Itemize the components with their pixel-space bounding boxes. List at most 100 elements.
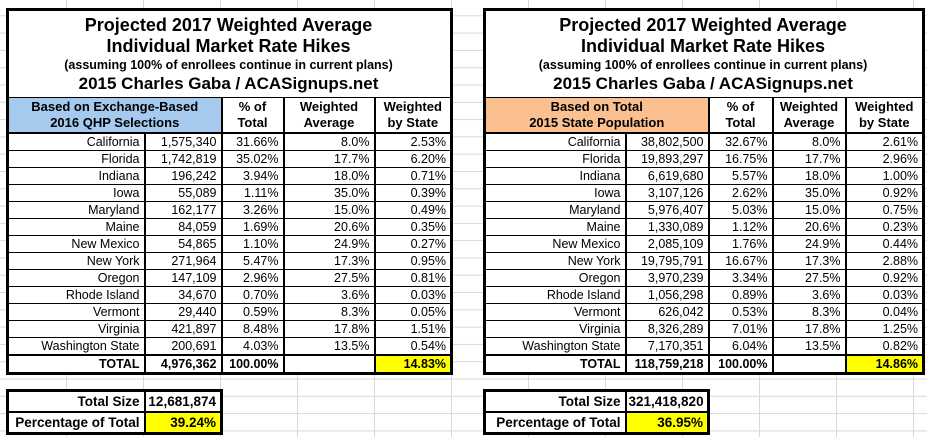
row-state-cell[interactable]: New York	[483, 252, 627, 270]
percentage-label-cell[interactable]: Percentage of Total	[6, 411, 146, 435]
row-wavg-cell[interactable]: 17.7%	[282, 150, 376, 168]
row-state-cell[interactable]: Rhode Island	[483, 286, 627, 304]
row-wavg-cell[interactable]: 18.0%	[771, 167, 847, 185]
row-wavg-cell[interactable]: 17.8%	[771, 320, 847, 338]
row-state-cell[interactable]: California	[6, 132, 146, 151]
row-wavg-cell[interactable]: 15.0%	[771, 201, 847, 219]
pct-of-total-header[interactable]: % of Total	[707, 97, 774, 134]
row-pct-cell[interactable]: 5.57%	[707, 167, 774, 185]
row-wstate-cell[interactable]: 2.61%	[844, 132, 925, 151]
row-wstate-cell[interactable]: 0.71%	[373, 167, 453, 185]
total-size-value-cell[interactable]: 12,681,874	[143, 389, 223, 413]
row-state-cell[interactable]: Iowa	[6, 184, 146, 202]
row-state-cell[interactable]: Virginia	[483, 320, 627, 338]
basis-header-cell[interactable]: Based on Total 2015 State Population	[483, 97, 710, 134]
row-pct-cell[interactable]: 1.11%	[220, 184, 285, 202]
row-wstate-cell[interactable]: 0.95%	[373, 252, 453, 270]
total-wstate-cell[interactable]: 14.83%	[373, 354, 453, 374]
row-wstate-cell[interactable]: 0.04%	[844, 303, 925, 321]
row-size-cell[interactable]: 2,085,109	[624, 235, 710, 253]
row-wavg-cell[interactable]: 8.3%	[771, 303, 847, 321]
row-wavg-cell[interactable]: 13.5%	[771, 337, 847, 356]
total-size-value-cell[interactable]: 321,418,820	[624, 389, 710, 413]
row-wavg-cell[interactable]: 35.0%	[771, 184, 847, 202]
weighted-by-state-header[interactable]: Weighted by State	[844, 97, 925, 134]
row-state-cell[interactable]: Rhode Island	[6, 286, 146, 304]
row-size-cell[interactable]: 3,107,126	[624, 184, 710, 202]
row-state-cell[interactable]: Virginia	[6, 320, 146, 338]
row-wstate-cell[interactable]: 0.92%	[844, 269, 925, 287]
row-state-cell[interactable]: Vermont	[6, 303, 146, 321]
row-wstate-cell[interactable]: 0.92%	[844, 184, 925, 202]
row-wavg-cell[interactable]: 13.5%	[282, 337, 376, 356]
row-pct-cell[interactable]: 3.94%	[220, 167, 285, 185]
row-wavg-cell[interactable]: 8.0%	[771, 132, 847, 151]
total-wavg-cell[interactable]	[282, 354, 376, 374]
row-pct-cell[interactable]: 7.01%	[707, 320, 774, 338]
row-wavg-cell[interactable]: 17.3%	[771, 252, 847, 270]
row-wstate-cell[interactable]: 2.88%	[844, 252, 925, 270]
row-state-cell[interactable]: Florida	[483, 150, 627, 168]
row-wavg-cell[interactable]: 17.3%	[282, 252, 376, 270]
row-wstate-cell[interactable]: 0.05%	[373, 303, 453, 321]
weighted-average-header[interactable]: Weighted Average	[282, 97, 376, 134]
row-wavg-cell[interactable]: 18.0%	[282, 167, 376, 185]
row-state-cell[interactable]: Washington State	[483, 337, 627, 356]
total-label-cell[interactable]: TOTAL	[483, 354, 627, 374]
row-pct-cell[interactable]: 1.69%	[220, 218, 285, 236]
total-wstate-cell[interactable]: 14.86%	[844, 354, 925, 374]
total-size-cell[interactable]: 118,759,218	[624, 354, 710, 374]
row-state-cell[interactable]: New Mexico	[483, 235, 627, 253]
row-state-cell[interactable]: Iowa	[483, 184, 627, 202]
row-size-cell[interactable]: 1,056,298	[624, 286, 710, 304]
row-pct-cell[interactable]: 32.67%	[707, 132, 774, 151]
row-size-cell[interactable]: 29,440	[143, 303, 223, 321]
table-title-cell[interactable]: Projected 2017 Weighted Average Individu…	[483, 9, 925, 98]
row-size-cell[interactable]: 84,059	[143, 218, 223, 236]
row-wavg-cell[interactable]: 27.5%	[771, 269, 847, 287]
row-size-cell[interactable]: 54,865	[143, 235, 223, 253]
row-pct-cell[interactable]: 1.12%	[707, 218, 774, 236]
row-size-cell[interactable]: 1,575,340	[143, 132, 223, 151]
row-size-cell[interactable]: 196,242	[143, 167, 223, 185]
row-state-cell[interactable]: Maryland	[6, 201, 146, 219]
total-size-label-cell[interactable]: Total Size	[483, 389, 627, 413]
total-size-label-cell[interactable]: Total Size	[6, 389, 146, 413]
row-size-cell[interactable]: 3,970,239	[624, 269, 710, 287]
row-wavg-cell[interactable]: 17.7%	[771, 150, 847, 168]
row-state-cell[interactable]: New York	[6, 252, 146, 270]
row-pct-cell[interactable]: 2.62%	[707, 184, 774, 202]
row-pct-cell[interactable]: 0.89%	[707, 286, 774, 304]
percentage-label-cell[interactable]: Percentage of Total	[483, 411, 627, 435]
row-pct-cell[interactable]: 5.47%	[220, 252, 285, 270]
row-wstate-cell[interactable]: 0.82%	[844, 337, 925, 356]
row-wavg-cell[interactable]: 24.9%	[771, 235, 847, 253]
row-state-cell[interactable]: Indiana	[483, 167, 627, 185]
row-wstate-cell[interactable]: 6.20%	[373, 150, 453, 168]
row-state-cell[interactable]: Oregon	[483, 269, 627, 287]
row-size-cell[interactable]: 5,976,407	[624, 201, 710, 219]
row-state-cell[interactable]: Washington State	[6, 337, 146, 356]
basis-header-cell[interactable]: Based on Exchange-Based 2016 QHP Selecti…	[6, 97, 223, 134]
percentage-value-cell[interactable]: 39.24%	[143, 411, 223, 435]
row-state-cell[interactable]: New Mexico	[6, 235, 146, 253]
row-state-cell[interactable]: Indiana	[6, 167, 146, 185]
row-size-cell[interactable]: 626,042	[624, 303, 710, 321]
row-wstate-cell[interactable]: 0.23%	[844, 218, 925, 236]
row-size-cell[interactable]: 6,619,680	[624, 167, 710, 185]
row-pct-cell[interactable]: 5.03%	[707, 201, 774, 219]
row-wavg-cell[interactable]: 17.8%	[282, 320, 376, 338]
row-size-cell[interactable]: 1,742,819	[143, 150, 223, 168]
weighted-by-state-header[interactable]: Weighted by State	[373, 97, 453, 134]
row-pct-cell[interactable]: 8.48%	[220, 320, 285, 338]
row-pct-cell[interactable]: 31.66%	[220, 132, 285, 151]
row-wavg-cell[interactable]: 8.0%	[282, 132, 376, 151]
row-size-cell[interactable]: 271,964	[143, 252, 223, 270]
total-label-cell[interactable]: TOTAL	[6, 354, 146, 374]
row-pct-cell[interactable]: 16.67%	[707, 252, 774, 270]
total-pct-cell[interactable]: 100.00%	[707, 354, 774, 374]
row-wstate-cell[interactable]: 0.44%	[844, 235, 925, 253]
row-wstate-cell[interactable]: 0.75%	[844, 201, 925, 219]
row-pct-cell[interactable]: 3.26%	[220, 201, 285, 219]
row-wstate-cell[interactable]: 0.81%	[373, 269, 453, 287]
